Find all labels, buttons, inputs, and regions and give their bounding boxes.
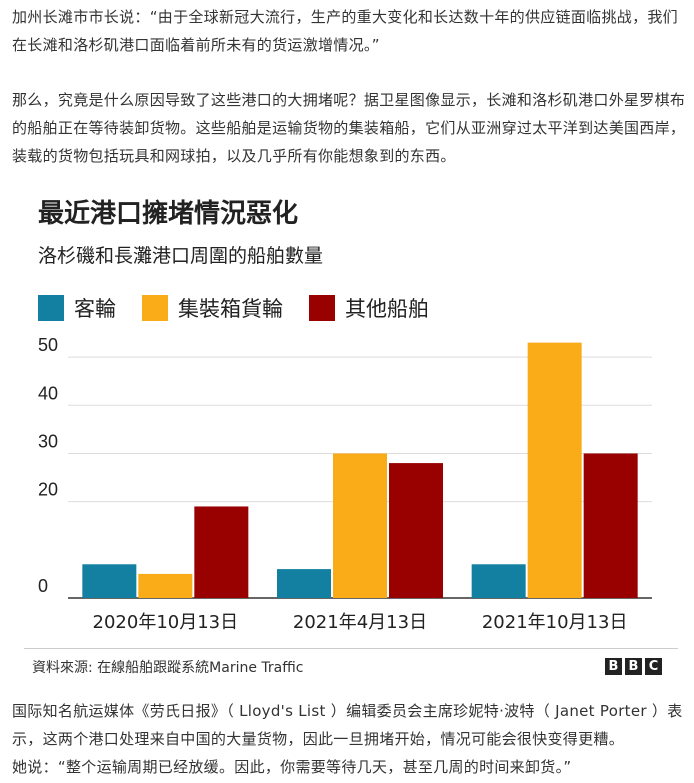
bbc-logo: B B C bbox=[605, 658, 662, 675]
bar bbox=[389, 463, 443, 598]
bbc-logo-letter: C bbox=[645, 658, 662, 675]
legend-swatch-passenger bbox=[38, 295, 64, 321]
bbc-logo-letter: B bbox=[625, 658, 642, 675]
bar bbox=[82, 564, 137, 598]
legend-item-passenger: 客輪 bbox=[38, 293, 116, 323]
legend-label-passenger: 客輪 bbox=[74, 297, 116, 321]
x-tick-label: 2020年10月13日 bbox=[93, 612, 239, 633]
y-tick-label: 20 bbox=[38, 480, 58, 500]
chart-legend: 客輪 集裝箱貨輪 其他船舶 bbox=[38, 293, 429, 323]
bar-chart-plot: 0 20 30 40 50 2020年10月13日 2021年4月13日 2021年10月13… bbox=[38, 335, 652, 633]
paragraph-janet-porter: 国际知名航运媒体《劳氏日报》（ Lloyd's List ）编辑委员会主席珍妮特… bbox=[12, 702, 683, 748]
x-tick-label: 2021年4月13日 bbox=[293, 612, 427, 633]
y-tick-label: 40 bbox=[38, 383, 58, 403]
y-tick-label: 30 bbox=[38, 431, 58, 451]
bar bbox=[527, 342, 582, 598]
bar bbox=[194, 506, 249, 598]
bar bbox=[138, 573, 193, 598]
y-tick-label: 0 bbox=[38, 576, 48, 596]
legend-label-other: 其他船舶 bbox=[345, 297, 429, 321]
chart-title: 最近港口擁堵情況惡化 bbox=[38, 199, 299, 229]
chart-footer: 資料來源: 在線船舶跟蹤系統Marine Traffic B B C bbox=[24, 648, 678, 684]
legend-item-other: 其他船舶 bbox=[309, 293, 429, 323]
bbc-logo-letter: B bbox=[605, 658, 622, 675]
paragraph-mayor-quote: 加州长滩市市长说：“由于全球新冠大流行，生产的重大变化和长达数十年的供应链面临挑… bbox=[12, 8, 678, 54]
y-tick-label: 50 bbox=[38, 335, 58, 355]
paragraph-her-quote: 她说：“整个运输周期已经放缓。因此，你需要等待几天，甚至几周的时间来卸货。” bbox=[12, 758, 572, 776]
chart-source: 資料來源: 在線船舶跟蹤系統Marine Traffic bbox=[32, 660, 304, 676]
legend-item-container: 集裝箱貨輪 bbox=[142, 293, 283, 323]
bar bbox=[471, 564, 526, 598]
chart-figure: 最近港口擁堵情況惡化 洛杉磯和長灘港口周圍的船舶數量 客輪 集裝箱貨輪 其他船舶… bbox=[24, 183, 678, 683]
bar bbox=[333, 453, 387, 598]
bar bbox=[583, 453, 638, 598]
bar bbox=[277, 569, 331, 598]
legend-label-container: 集裝箱貨輪 bbox=[178, 297, 283, 321]
x-tick-label: 2021年10月13日 bbox=[482, 612, 628, 633]
legend-swatch-other bbox=[309, 295, 335, 321]
chart-subtitle: 洛杉磯和長灘港口周圍的船舶數量 bbox=[38, 245, 324, 267]
paragraph-cause: 那么，究竟是什么原因导致了这些港口的大拥堵呢？据卫星图像显示，长滩和洛杉矶港口外… bbox=[12, 91, 686, 165]
legend-swatch-container bbox=[142, 295, 168, 321]
